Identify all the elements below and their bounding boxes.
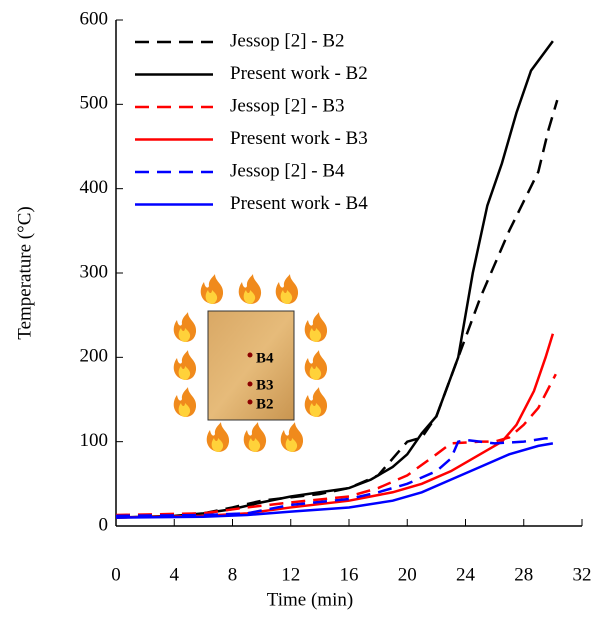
y-tick-label: 200 [80, 346, 109, 367]
legend-label: Present work - B2 [230, 63, 368, 84]
x-tick-label: 4 [170, 564, 180, 585]
annotation: B2 [256, 396, 274, 412]
x-axis-label: Time (min) [267, 589, 353, 610]
legend-label: Present work - B4 [230, 193, 368, 214]
x-tick-label: 28 [514, 564, 533, 585]
line-series [115, 99, 559, 518]
x-tick-label: 8 [228, 564, 238, 585]
line-series [115, 437, 554, 518]
y-tick-label: 100 [80, 430, 109, 451]
legend-label: Jessop [2] - B3 [230, 95, 345, 116]
line-series [115, 373, 557, 517]
x-tick-label: 32 [573, 564, 592, 585]
sensor-dot [247, 399, 253, 405]
y-tick-label: 500 [80, 93, 109, 114]
annotation: B3 [256, 377, 274, 393]
annotation: B4 [256, 350, 274, 366]
sensor-dot [247, 352, 253, 358]
x-tick-label: 20 [398, 564, 417, 585]
y-tick-label: 600 [80, 8, 109, 29]
legend-label: Present work - B3 [230, 128, 368, 149]
y-axis-label: Temperature (°C) [14, 206, 35, 339]
x-tick-label: 12 [281, 564, 300, 585]
y-tick-label: 400 [80, 177, 109, 198]
x-tick-label: 24 [456, 564, 476, 585]
x-tick-label: 0 [111, 564, 121, 585]
y-tick-label: 300 [80, 261, 109, 282]
line-series [115, 442, 554, 519]
sensor-dot [247, 381, 253, 387]
x-tick-label: 16 [340, 564, 359, 585]
y-tick-label: 0 [99, 514, 109, 535]
legend-label: Jessop [2] - B2 [230, 30, 345, 51]
legend-label: Jessop [2] - B4 [230, 160, 345, 181]
